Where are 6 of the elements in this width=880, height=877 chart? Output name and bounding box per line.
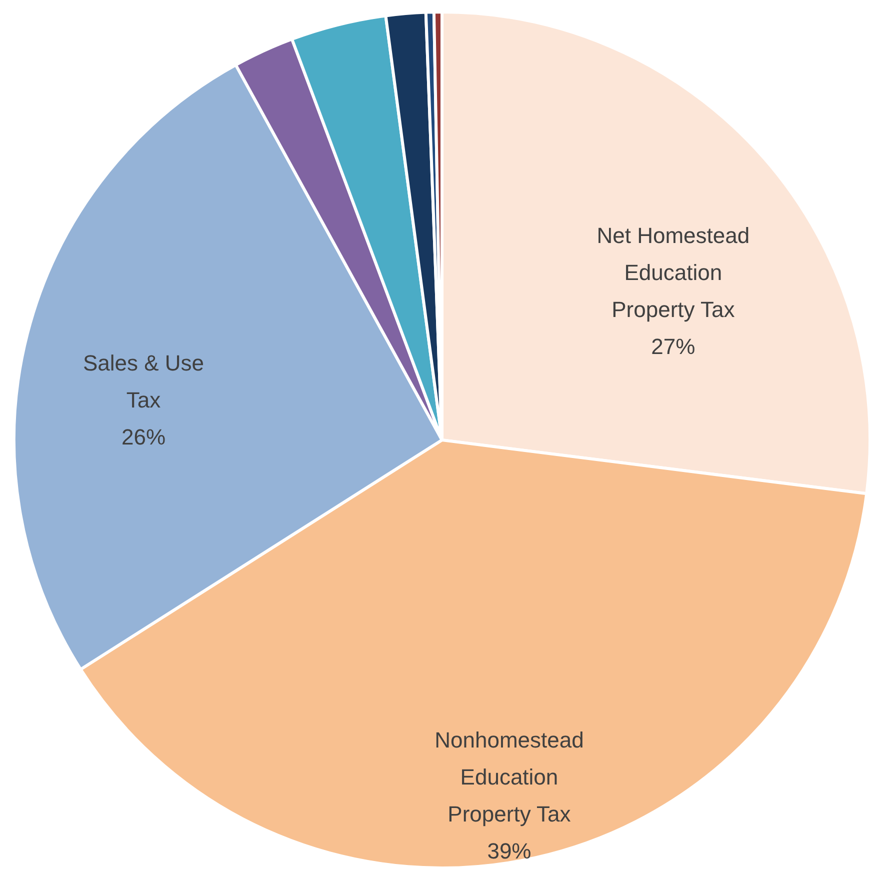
slice-label: Net Homestead Education Property Tax [596, 223, 750, 322]
data-label: 26% [122, 424, 166, 450]
data-label: 39% [487, 838, 532, 864]
slice-label: Sales & Use Tax [82, 350, 204, 412]
slice-label: Nonhomestead Education Property Tax [434, 728, 584, 827]
data-label: 27% [651, 334, 696, 360]
